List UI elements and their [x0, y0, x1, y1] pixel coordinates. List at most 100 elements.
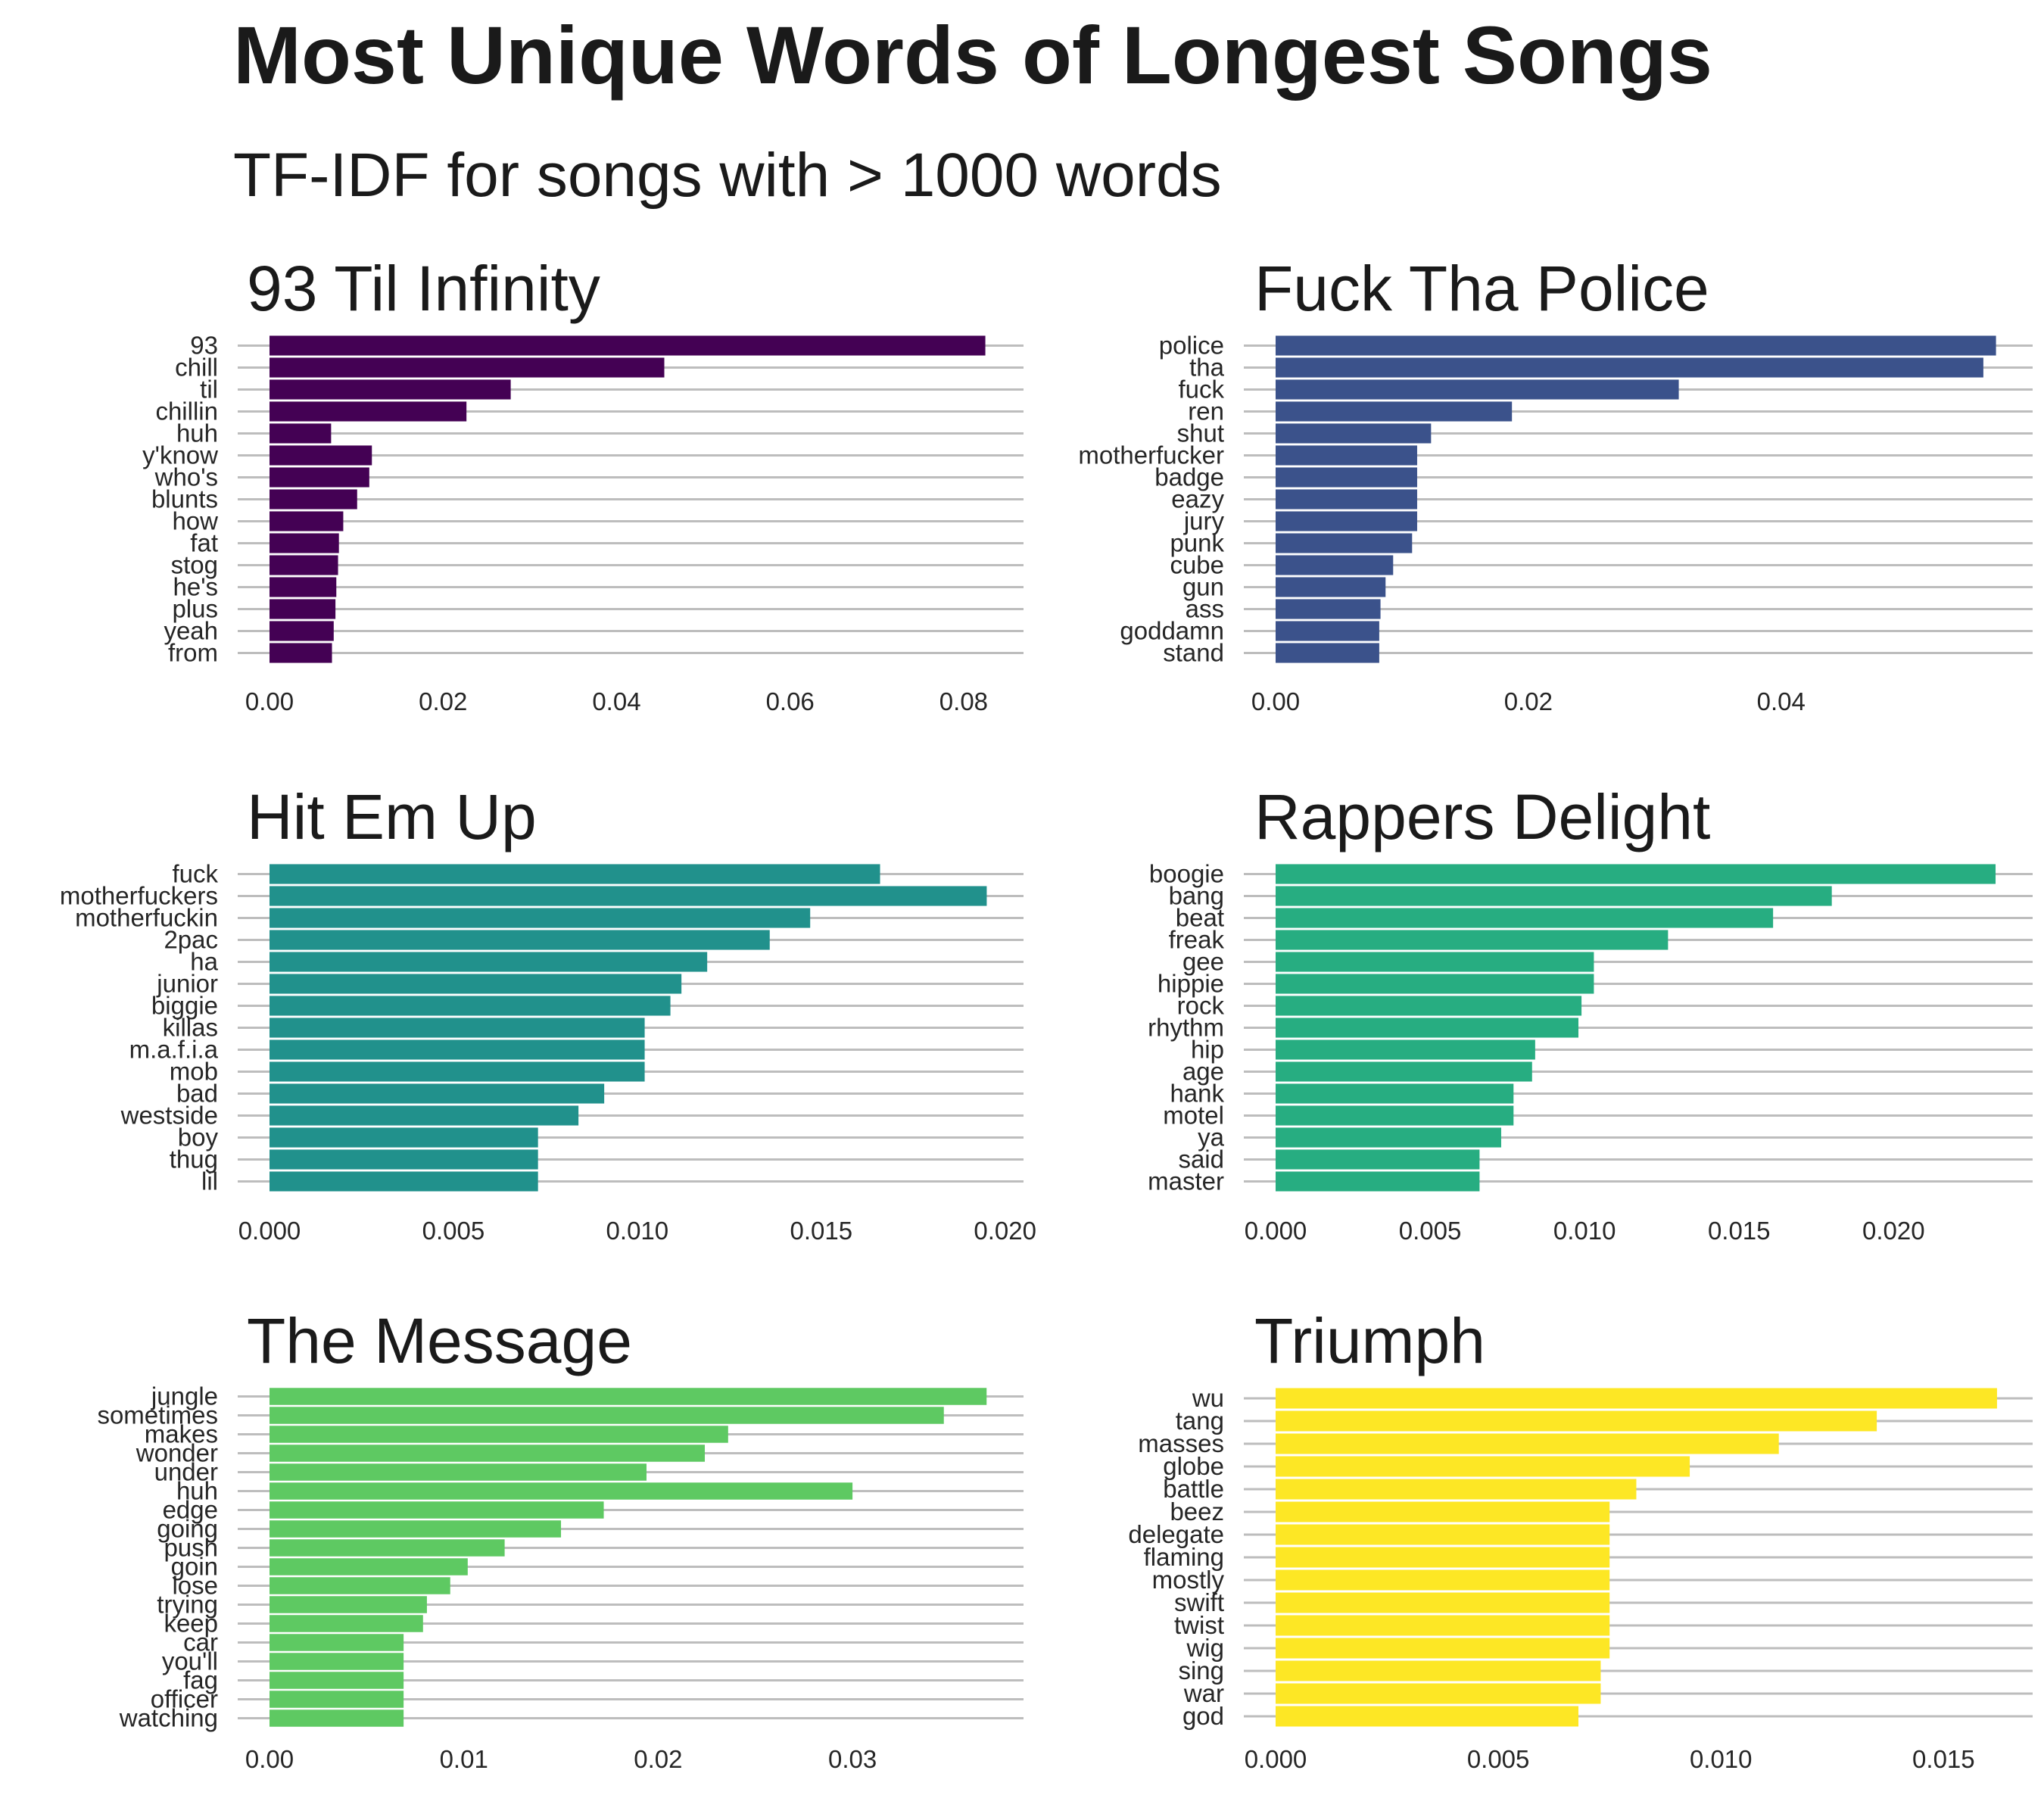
- category-label: motherfuckin: [75, 904, 218, 932]
- x-tick-label: 0.010: [1553, 1217, 1616, 1245]
- x-tick-label: 0.04: [1757, 687, 1806, 715]
- bar: [1276, 1410, 1877, 1432]
- category-label: age: [1182, 1058, 1224, 1086]
- x-tick-label: 0.06: [766, 687, 815, 715]
- facet-panel-1: 93 Til Infinity 93chilltilchillinhuhy'kno…: [142, 253, 1024, 715]
- category-label: from: [168, 639, 218, 667]
- category-labels: wutangmassesglobebattlebeezdelegateflami…: [1128, 1384, 1224, 1730]
- x-tick-label: 0.00: [1251, 687, 1300, 715]
- bar: [1276, 1061, 1532, 1082]
- bar: [270, 996, 671, 1016]
- bar: [270, 577, 337, 597]
- category-label: mostly: [1152, 1566, 1225, 1594]
- category-label: 93: [190, 332, 218, 360]
- bar: [270, 1672, 404, 1689]
- category-label: goddamn: [1120, 617, 1224, 645]
- category-label: jury: [1183, 507, 1225, 535]
- chart-subtitle: TF-IDF for songs with > 1000 words: [233, 141, 1222, 210]
- bar: [1276, 555, 1394, 575]
- category-label: battle: [1163, 1475, 1224, 1503]
- bar: [1276, 1479, 1637, 1500]
- x-tick-label: 0.015: [1708, 1217, 1771, 1245]
- bar: [1276, 511, 1417, 531]
- category-label: rock: [1177, 992, 1225, 1020]
- bar: [1276, 357, 1983, 378]
- bar: [270, 886, 987, 906]
- bar-series: [270, 335, 986, 663]
- x-tick-label: 0.010: [606, 1217, 669, 1245]
- category-label: freak: [1169, 926, 1225, 954]
- category-label: mob: [170, 1058, 218, 1086]
- bar: [1276, 952, 1594, 972]
- category-label: globe: [1163, 1452, 1224, 1480]
- category-label: boy: [178, 1124, 219, 1152]
- category-label: huh: [176, 419, 218, 447]
- category-label: sing: [1178, 1656, 1224, 1685]
- bar: [1276, 1569, 1610, 1591]
- bar: [270, 1083, 605, 1104]
- bar: [1276, 1388, 1997, 1409]
- category-label: tang: [1176, 1407, 1224, 1435]
- bar: [270, 357, 665, 378]
- category-label: ya: [1198, 1124, 1225, 1152]
- facet-panel-3: Hit Em Up fuckmotherfuckersmotherfuckin2p…: [60, 781, 1036, 1245]
- x-tick-label: 0.015: [1912, 1745, 1975, 1773]
- bar: [1276, 1683, 1601, 1704]
- bar: [1276, 974, 1594, 994]
- bar: [270, 1615, 423, 1632]
- bar: [270, 864, 880, 884]
- bar-series: [1276, 335, 1996, 663]
- category-label: wonder: [136, 1439, 218, 1467]
- facet-title: 93 Til Infinity: [247, 253, 600, 324]
- category-label: huh: [176, 1477, 218, 1505]
- bar: [270, 1463, 647, 1481]
- bar: [270, 1577, 450, 1594]
- bar: [270, 1539, 505, 1557]
- category-label: gun: [1182, 573, 1224, 601]
- bar: [1276, 1660, 1601, 1681]
- category-label: masses: [1138, 1429, 1224, 1457]
- bar: [1276, 864, 1996, 884]
- x-axis-ticks: 0.000 0.005 0.010 0.015 0.020: [1245, 1217, 1925, 1245]
- x-axis-ticks: 0.00 0.02 0.04 0.06 0.08: [245, 687, 988, 715]
- bar: [1276, 467, 1417, 488]
- category-label: said: [1178, 1145, 1224, 1173]
- bar: [1276, 533, 1413, 553]
- category-label: bang: [1169, 882, 1224, 910]
- category-label: goin: [171, 1553, 218, 1581]
- category-label: westside: [120, 1102, 218, 1130]
- x-tick-label: 0.020: [974, 1217, 1036, 1245]
- category-label: shut: [1177, 419, 1224, 447]
- bar: [1276, 401, 1513, 422]
- bar: [270, 335, 986, 356]
- category-label: going: [157, 1515, 218, 1543]
- x-tick-label: 0.03: [828, 1745, 877, 1773]
- category-label: killas: [163, 1014, 218, 1042]
- category-label: gee: [1182, 948, 1224, 976]
- x-tick-label: 0.005: [1399, 1217, 1462, 1245]
- bar: [270, 1171, 538, 1192]
- category-label: how: [172, 507, 218, 535]
- category-label: wu: [1192, 1384, 1224, 1412]
- category-label: badge: [1154, 463, 1224, 491]
- category-label: cube: [1170, 551, 1224, 579]
- bar: [1276, 1524, 1610, 1545]
- bar-series: [1276, 1388, 1997, 1727]
- bar: [270, 533, 339, 553]
- category-label: push: [164, 1534, 218, 1562]
- category-label: tha: [1189, 354, 1225, 382]
- bar-series: [270, 1388, 987, 1727]
- bar: [270, 908, 811, 928]
- bar: [270, 1018, 645, 1038]
- bar: [270, 1105, 579, 1126]
- category-label: stog: [171, 551, 218, 579]
- facet-panel-2: Fuck Tha Police policethafuckrenshutmothe…: [1078, 253, 2033, 715]
- bar: [270, 1407, 944, 1424]
- bar: [270, 1388, 987, 1405]
- category-label: ha: [190, 948, 218, 976]
- category-labels: fuckmotherfuckersmotherfuckin2pachajunio…: [60, 860, 219, 1195]
- bar: [270, 1426, 728, 1443]
- category-label: fat: [190, 529, 218, 557]
- bar: [270, 401, 467, 422]
